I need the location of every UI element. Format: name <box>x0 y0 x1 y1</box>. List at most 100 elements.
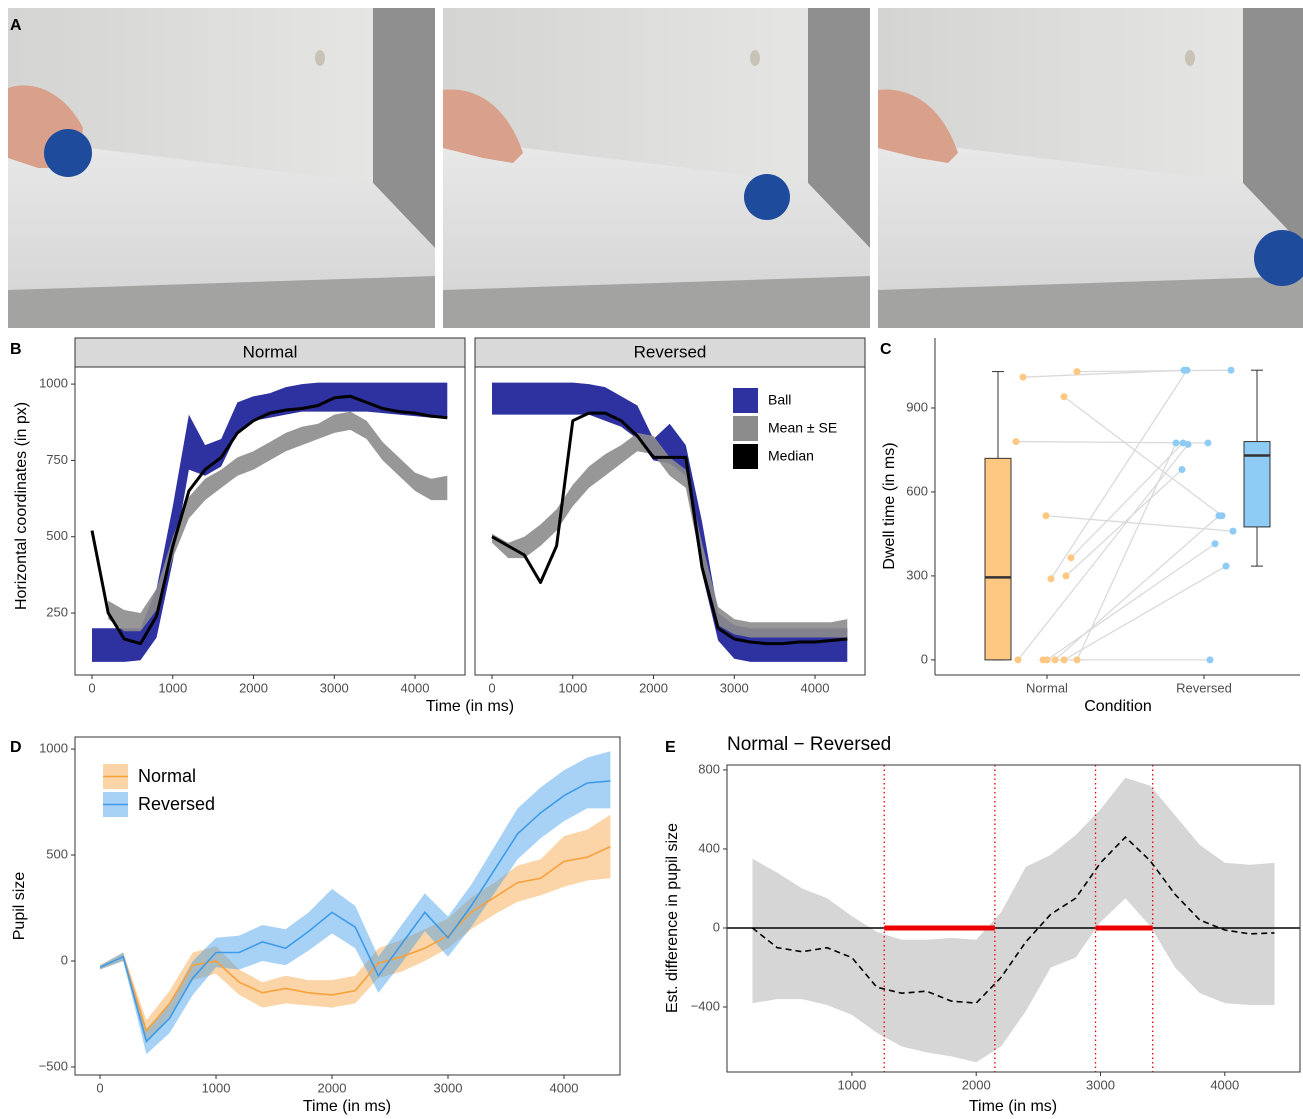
point <box>1042 512 1050 520</box>
x-tick-label: Normal <box>1026 680 1068 695</box>
x-tick-label: 1000 <box>158 680 187 695</box>
point <box>1218 512 1226 520</box>
y-tick-label: 500 <box>46 528 68 543</box>
facet-label: Reversed <box>634 342 707 361</box>
x-tick-label: 4000 <box>801 680 830 695</box>
y-tick-label: 1000 <box>39 376 68 391</box>
y-tick-label: 300 <box>906 567 928 582</box>
estimate-line <box>752 835 1275 1004</box>
y-axis-title: Horizontal coordinates (in px) <box>13 402 30 610</box>
x-tick-label: 1000 <box>558 680 587 695</box>
legend-label: Median <box>768 448 814 464</box>
point <box>1060 656 1068 664</box>
point <box>1178 466 1186 474</box>
facet-strip <box>474 337 866 368</box>
median-line <box>491 411 848 646</box>
legend-key <box>733 444 758 469</box>
y-tick-label: 0 <box>921 651 928 666</box>
legend-label: Reversed <box>138 794 215 814</box>
mean-line <box>99 845 611 1033</box>
y-tick-label: 1000 <box>39 741 68 756</box>
pair-connector <box>1076 442 1177 661</box>
y-tick-label: 600 <box>906 483 928 498</box>
x-tick-label: Reversed <box>1176 680 1232 695</box>
panel-border <box>74 366 466 676</box>
pair-connector <box>1054 515 1220 661</box>
point <box>1012 438 1020 446</box>
panel-border <box>726 764 1301 1073</box>
x-tick-label: 3000 <box>1086 1077 1115 1092</box>
y-tick-label: 800 <box>698 761 720 776</box>
y-tick-label: 250 <box>46 604 68 619</box>
y-tick-label: 0 <box>61 952 68 967</box>
y-axis-title: Dwell time (in ms) <box>881 442 898 569</box>
x-tick-label: 4000 <box>401 680 430 695</box>
pair-connector <box>1070 442 1184 559</box>
photo <box>443 8 870 328</box>
point <box>1067 554 1075 562</box>
x-tick-label: 4000 <box>550 1080 579 1095</box>
point <box>1043 656 1051 664</box>
x-axis-title: Time (in ms) <box>303 1098 391 1115</box>
y-tick-label: 900 <box>906 399 928 414</box>
y-tick-label: −400 <box>691 998 720 1013</box>
legend-label: Mean ± SE <box>768 420 837 436</box>
point <box>1222 562 1230 570</box>
x-tick-label: 2000 <box>639 680 668 695</box>
se-band <box>100 814 611 1042</box>
photo <box>878 8 1303 328</box>
x-tick-label: 3000 <box>320 680 349 695</box>
x-tick-label: 0 <box>96 1080 103 1095</box>
point <box>1206 656 1214 664</box>
legend-label: Normal <box>138 766 196 786</box>
x-axis-title: Time (in ms) <box>969 1098 1057 1115</box>
facet-label: Normal <box>243 342 298 361</box>
point <box>1227 366 1235 374</box>
y-tick-label: 750 <box>46 452 68 467</box>
ball-band <box>92 382 448 662</box>
x-tick-label: 0 <box>488 680 495 695</box>
pair-connector <box>1065 469 1183 577</box>
chart-title: Normal − Reversed <box>727 734 891 755</box>
x-tick-label: 2000 <box>318 1080 347 1095</box>
panel-label: D <box>10 739 22 756</box>
pair-connector <box>1017 443 1189 661</box>
box <box>984 457 1012 661</box>
x-tick-label: 1000 <box>837 1077 866 1092</box>
point <box>1204 439 1212 447</box>
x-tick-label: 4000 <box>1210 1077 1239 1092</box>
x-tick-label: 0 <box>88 680 95 695</box>
point <box>1183 366 1191 374</box>
point <box>1073 656 1081 664</box>
y-tick-label: 400 <box>698 840 720 855</box>
point <box>1229 527 1237 535</box>
x-tick-label: 2000 <box>962 1077 991 1092</box>
se-band <box>100 751 611 1055</box>
x-tick-label: 3000 <box>720 680 749 695</box>
photo <box>8 8 435 328</box>
y-tick-label: −500 <box>39 1058 68 1073</box>
point <box>1019 373 1027 381</box>
point <box>1073 368 1081 376</box>
y-axis-title: Pupil size <box>11 872 28 941</box>
mean-band <box>492 432 848 638</box>
point <box>1211 540 1219 548</box>
panel-border <box>474 366 866 676</box>
pair-connector <box>1046 543 1216 661</box>
x-axis-title: Time (in ms) <box>426 698 514 715</box>
panel-label: B <box>10 341 22 358</box>
x-tick-label: 3000 <box>434 1080 463 1095</box>
panel-border <box>74 736 621 1076</box>
pair-connector <box>1063 396 1223 517</box>
legend-label: Ball <box>768 392 791 408</box>
legend-key <box>733 388 758 413</box>
point <box>1179 439 1187 447</box>
mean-line <box>99 780 611 1044</box>
x-tick-label: 2000 <box>239 680 268 695</box>
pair-connector <box>1063 565 1227 661</box>
mean-band <box>108 411 448 632</box>
point <box>1051 656 1059 664</box>
panel-label: E <box>665 739 676 756</box>
legend-key <box>733 416 758 441</box>
y-tick-label: 500 <box>46 846 68 861</box>
